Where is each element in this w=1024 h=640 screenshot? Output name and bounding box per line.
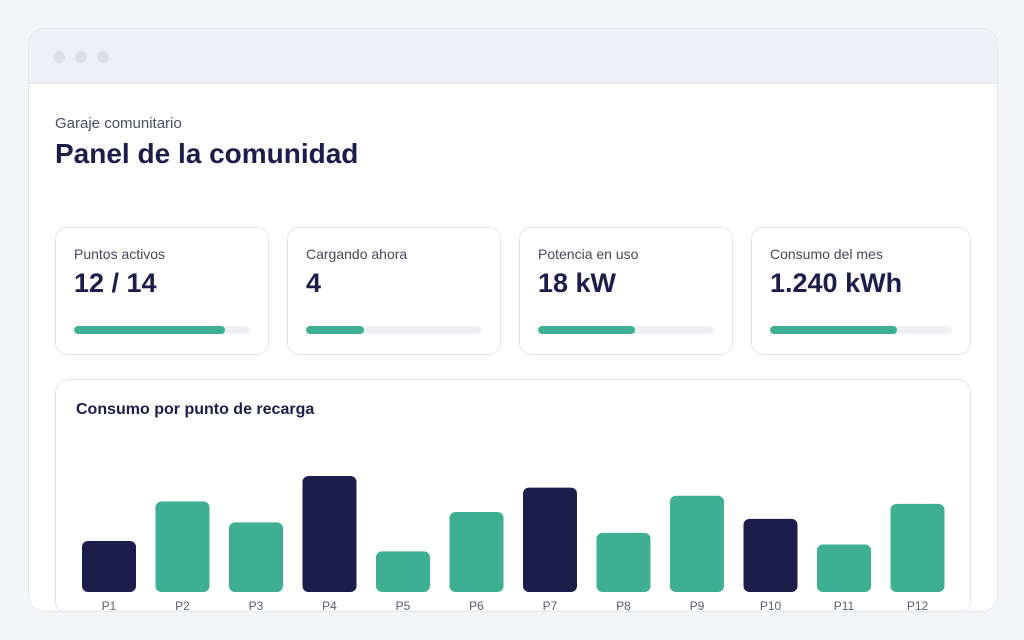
bar-p10[interactable] xyxy=(743,518,798,592)
x-tick-label: P6 xyxy=(469,599,484,612)
x-tick-label: P5 xyxy=(396,599,411,612)
stat-label: Cargando ahora xyxy=(306,246,408,262)
x-tick-label: P9 xyxy=(690,599,705,612)
x-tick-label: P7 xyxy=(543,599,558,612)
stat-card-power-in-use: Potencia en uso 18 kW xyxy=(519,227,733,355)
progress-fill xyxy=(306,326,365,334)
x-tick-label: P1 xyxy=(102,599,117,612)
consumption-bar-chart: P1 P2 P3 P4 P5 P6 P7 P8 P9 P10 P11 P12 xyxy=(82,476,945,612)
progress-track xyxy=(538,326,714,334)
stat-value: 4 xyxy=(306,268,322,298)
x-tick-label: P10 xyxy=(760,599,782,612)
progress-track xyxy=(770,326,952,334)
stat-value: 1.240 kWh xyxy=(770,268,903,298)
progress-fill xyxy=(770,326,898,334)
chart-title: Consumo por punto de recarga xyxy=(76,401,315,418)
x-tick-label: P8 xyxy=(616,599,631,612)
x-tick-label: P4 xyxy=(322,599,337,612)
stat-label: Potencia en uso xyxy=(538,246,639,262)
x-tick-label: P12 xyxy=(907,599,929,612)
window-close-dot[interactable] xyxy=(53,51,65,63)
bar-p12[interactable] xyxy=(890,503,945,592)
bar-p5[interactable] xyxy=(376,551,430,592)
app-window: Garaje comunitario Panel de la comunidad… xyxy=(28,28,998,612)
bar-p6[interactable] xyxy=(449,511,504,592)
x-tick-label: P2 xyxy=(175,599,190,612)
stat-card-charging-now: Cargando ahora 4 xyxy=(287,227,501,355)
bar-p4[interactable] xyxy=(302,476,357,592)
bar-p11[interactable] xyxy=(817,544,871,592)
stat-label: Consumo del mes xyxy=(770,246,883,262)
bar-p2[interactable] xyxy=(155,501,210,592)
bar-p8[interactable] xyxy=(596,532,651,592)
progress-track xyxy=(74,326,250,334)
stat-card-monthly-consumption: Consumo del mes 1.240 kWh xyxy=(751,227,971,355)
page-subtitle: Garaje comunitario xyxy=(55,115,182,132)
dashboard-content: Garaje comunitario Panel de la comunidad… xyxy=(29,84,997,611)
stat-label: Puntos activos xyxy=(74,246,166,262)
bar-p3[interactable] xyxy=(229,522,283,592)
x-tick-label: P3 xyxy=(249,599,264,612)
page-title: Panel de la comunidad xyxy=(55,138,359,169)
stat-value: 18 kW xyxy=(538,268,617,298)
window-titlebar xyxy=(29,29,997,84)
progress-fill xyxy=(74,326,225,334)
stat-value: 12 / 14 xyxy=(74,268,157,298)
x-tick-label: P11 xyxy=(834,599,855,612)
bar-p7[interactable] xyxy=(523,487,577,592)
bar-p1[interactable] xyxy=(82,540,136,592)
window-maximize-dot[interactable] xyxy=(97,51,109,63)
consumption-chart-card: P1 P2 P3 P4 P5 P6 P7 P8 P9 P10 P11 P12 Consumo por … xyxy=(55,379,971,612)
stat-card-active-points: Puntos activos 12 / 14 xyxy=(55,227,269,355)
progress-fill xyxy=(538,326,635,334)
progress-track xyxy=(306,326,482,334)
bar-p9[interactable] xyxy=(670,495,724,592)
window-minimize-dot[interactable] xyxy=(75,51,87,63)
